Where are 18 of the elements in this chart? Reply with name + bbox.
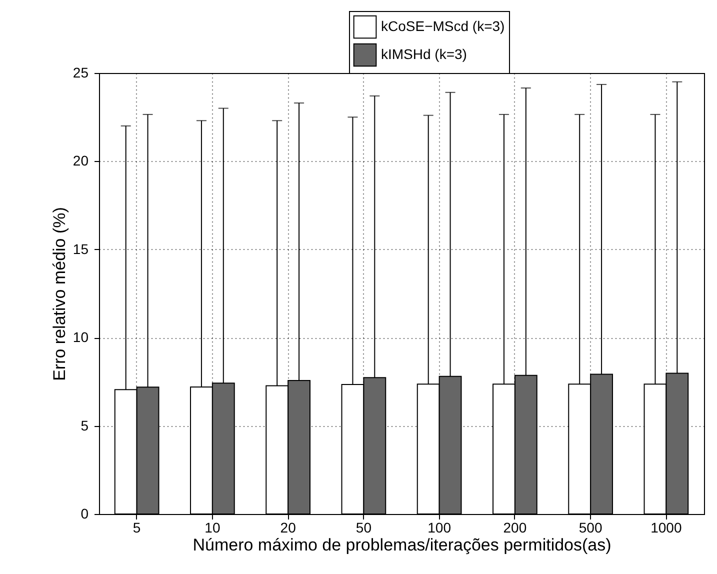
legend-label: kCoSE−MScd (k=3) bbox=[381, 18, 505, 34]
y-tick-label: 25 bbox=[72, 64, 89, 80]
x-tick-label: 1000 bbox=[650, 520, 682, 536]
y-tick-label: 20 bbox=[72, 152, 89, 169]
x-tick-label: 500 bbox=[578, 520, 602, 536]
y-tick-label: 0 bbox=[80, 506, 89, 522]
y-axis-title: Erro relativo médio (%) bbox=[50, 207, 69, 381]
x-tick-label: 200 bbox=[503, 520, 527, 536]
y-tick-label: 10 bbox=[72, 329, 89, 346]
x-tick-label: 50 bbox=[356, 520, 372, 536]
legend-label: kIMSHd (k=3) bbox=[381, 46, 467, 62]
x-axis-title: Número máximo de problemas/iterações permitidos(as) bbox=[192, 536, 612, 554]
x-tick-label: 100 bbox=[428, 520, 452, 536]
x-tick-label: 5 bbox=[132, 520, 141, 536]
x-tick-label: 10 bbox=[204, 520, 220, 536]
x-tick-label: 20 bbox=[280, 520, 296, 536]
y-tick-label: 15 bbox=[72, 240, 89, 257]
y-tick-label: 5 bbox=[80, 417, 89, 434]
